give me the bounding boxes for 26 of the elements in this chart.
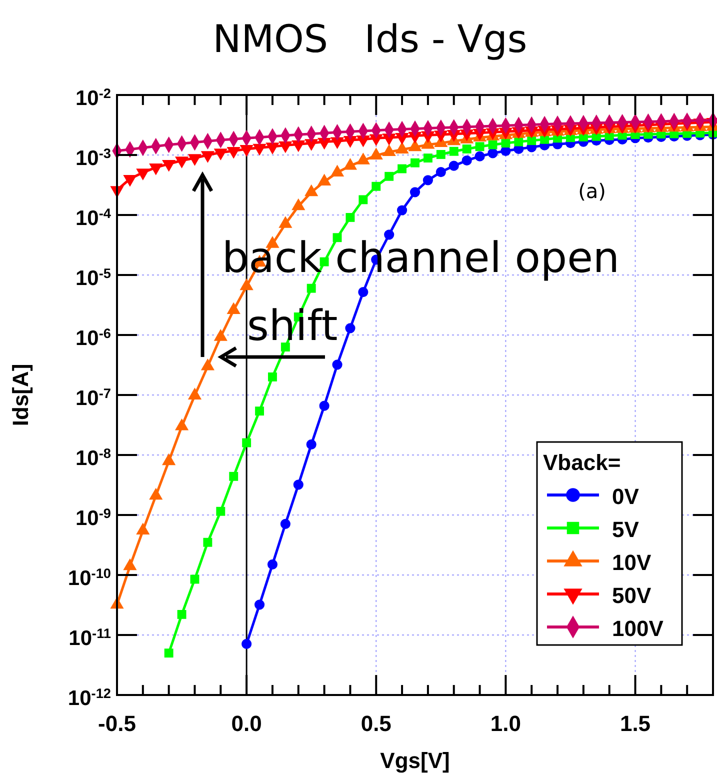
legend-label: 0V [612,484,640,509]
y-tick-label: 10$^{-6}$ [76,326,112,350]
x-tick-label: 1.5 [620,711,651,736]
y-tick-label: 10$^{-11}$ [68,626,112,650]
legend-label: 10V [612,550,652,575]
y-tick-label: 10$^{-10}$ [68,566,112,590]
y-tick-label: 10$^{-3}$ [76,146,112,170]
legend-label: 50V [612,583,652,608]
x-tick-label: 0.5 [360,711,392,736]
annotation: (a) [578,179,606,203]
x-tick-label: -0.5 [98,711,136,736]
legend-label: 100V [612,616,664,641]
y-tick-label: 10$^{-7}$ [76,386,111,410]
y-tick-label: 10$^{-12}$ [68,686,112,710]
legend-title: Vback= [543,450,621,475]
y-tick-label: 10$^{-9}$ [76,506,112,530]
y-tick-label: 10$^{-4}$ [76,206,112,230]
legend-label: 5V [612,517,640,542]
x-tick-label: 1.0 [490,711,521,736]
y-tick-label: 10$^{-8}$ [76,446,112,470]
chart-title: NMOS Ids - Vgs [212,17,528,61]
x-tick-label: 0.0 [231,711,262,736]
y-tick-label: 10$^{-2}$ [76,86,112,110]
y-tick-label: 10$^{-5}$ [76,266,112,290]
x-axis-title: Vgs[V] [380,748,450,773]
y-axis-title: Ids[A] [8,364,33,426]
